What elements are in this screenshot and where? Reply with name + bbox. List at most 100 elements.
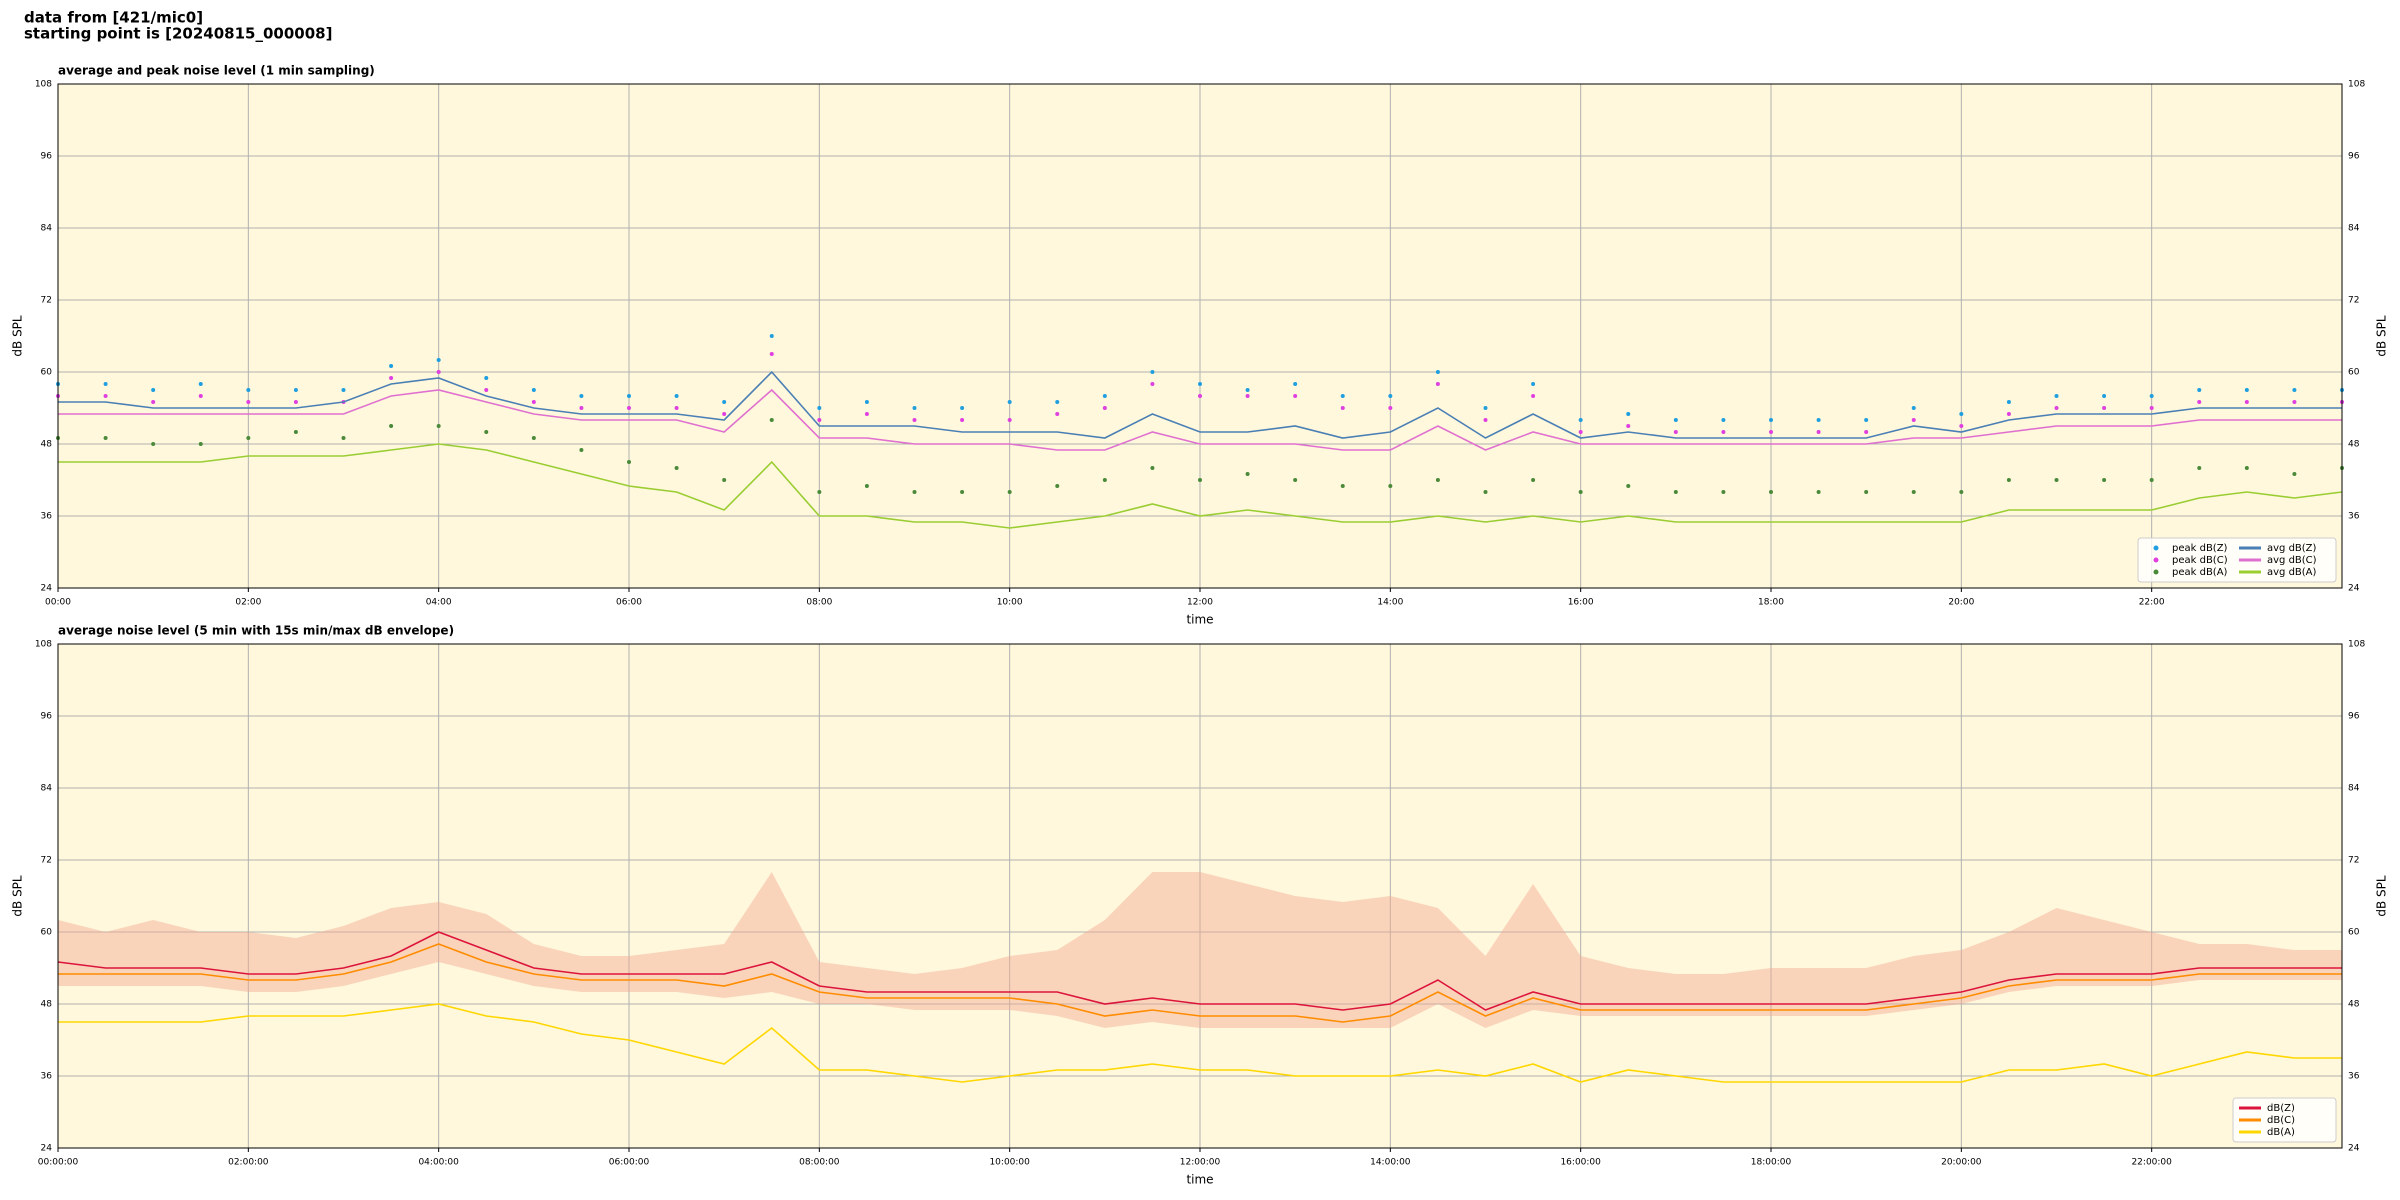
legend-label: avg dB(A) (2267, 567, 2317, 578)
x-tick-label: 18:00 (1758, 598, 1784, 608)
peak-point (103, 394, 108, 398)
y-tick-label: 24 (41, 584, 53, 594)
x-axis-label: time (1186, 1173, 1213, 1187)
peak-point (246, 400, 251, 404)
y-tick-label: 108 (35, 80, 52, 90)
peak-point (2149, 478, 2154, 482)
peak-point (1864, 490, 1869, 494)
legend-label: avg dB(C) (2267, 555, 2317, 566)
peak-point (1911, 406, 1916, 410)
legend-marker (2153, 545, 2159, 551)
y-tick-label: 60 (41, 928, 53, 938)
peak-point (2244, 400, 2249, 404)
series-line (58, 1003, 2342, 1083)
peak-point (484, 388, 489, 392)
peak-point (1483, 406, 1488, 410)
peak-point (2197, 388, 2202, 392)
peak-point (1483, 490, 1488, 494)
peak-point (912, 406, 917, 410)
peak-point (198, 442, 203, 446)
peak-point (864, 412, 869, 416)
peak-point (579, 448, 584, 452)
peak-point (1483, 418, 1488, 422)
y2-tick-label: 24 (2348, 584, 2360, 594)
peak-point (960, 490, 965, 494)
x-tick-label: 22:00:00 (2131, 1158, 2172, 1168)
legend-label: peak dB(Z) (2172, 543, 2228, 554)
peak-point (1198, 478, 1202, 482)
y2-tick-label: 60 (2348, 368, 2360, 378)
y2-tick-label: 36 (2348, 1072, 2360, 1082)
y2-tick-label: 48 (2348, 1000, 2360, 1010)
peak-point (2102, 394, 2107, 398)
peak-point (246, 436, 251, 440)
x-tick-label: 08:00:00 (799, 1158, 840, 1168)
peak-point (1293, 382, 1298, 386)
y2-tick-label: 60 (2348, 928, 2360, 938)
peak-point (1388, 484, 1393, 488)
peak-point (389, 376, 394, 380)
legend-label: dB(C) (2267, 1115, 2295, 1126)
peak-point (1102, 406, 1107, 410)
x-tick-label: 16:00 (1568, 598, 1594, 608)
peak-point (2149, 406, 2154, 410)
peak-point (960, 418, 965, 422)
peak-point (2197, 466, 2202, 470)
peak-point (1673, 430, 1678, 434)
y2-tick-label: 48 (2348, 440, 2360, 450)
peak-point (1864, 430, 1869, 434)
y-tick-label: 36 (41, 512, 53, 522)
peak-point (1102, 394, 1107, 398)
plot-frame (57, 643, 2343, 1149)
peak-point (864, 484, 869, 488)
peak-point (2006, 412, 2011, 416)
y2-tick-label: 84 (2348, 224, 2360, 234)
peak-point (1007, 400, 1012, 404)
y2-tick-label: 72 (2348, 856, 2359, 866)
peak-point (1769, 490, 1773, 494)
peak-point (1245, 394, 1250, 398)
peak-point (2006, 478, 2011, 482)
peak-point (1388, 394, 1393, 398)
peak-point (2102, 478, 2107, 482)
peak-point (389, 424, 394, 428)
peak-point (1150, 382, 1155, 386)
peak-point (1959, 424, 1964, 428)
peak-point (1816, 418, 1821, 422)
peak-point (1435, 382, 1440, 386)
chart-title: average and peak noise level (1 min samp… (58, 64, 375, 78)
y-tick-label: 24 (41, 1144, 53, 1154)
peak-point (1340, 484, 1345, 488)
y2-tick-label: 72 (2348, 296, 2359, 306)
peak-point (1245, 388, 1250, 392)
peak-point (1769, 430, 1773, 434)
peak-point (389, 364, 394, 368)
peak-point (1959, 412, 1964, 416)
chart-title: average noise level (5 min with 15s min/… (58, 624, 454, 638)
peak-point (1531, 382, 1536, 386)
peak-point (817, 406, 822, 410)
plot-frame (57, 83, 2343, 589)
x-tick-label: 08:00 (806, 598, 832, 608)
peak-point (341, 436, 346, 440)
peak-point (1340, 406, 1345, 410)
peak-point (1626, 484, 1631, 488)
x-tick-label: 18:00:00 (1751, 1158, 1792, 1168)
x-tick-label: 06:00:00 (609, 1158, 650, 1168)
peak-point (2054, 478, 2059, 482)
peak-point (1721, 418, 1726, 422)
legend-label: dB(Z) (2267, 1103, 2295, 1114)
peak-point (1721, 430, 1726, 434)
x-tick-label: 02:00:00 (228, 1158, 269, 1168)
y2-axis-label: dB SPL (2375, 875, 2389, 917)
peak-point (674, 466, 679, 470)
peak-point (1007, 490, 1012, 494)
y2-tick-label: 96 (2348, 152, 2360, 162)
peak-point (484, 376, 489, 380)
y2-tick-label: 84 (2348, 784, 2360, 794)
x-tick-label: 12:00 (1187, 598, 1213, 608)
peak-point (2292, 400, 2297, 404)
x-tick-label: 06:00 (616, 598, 642, 608)
peak-point (1911, 418, 1916, 422)
